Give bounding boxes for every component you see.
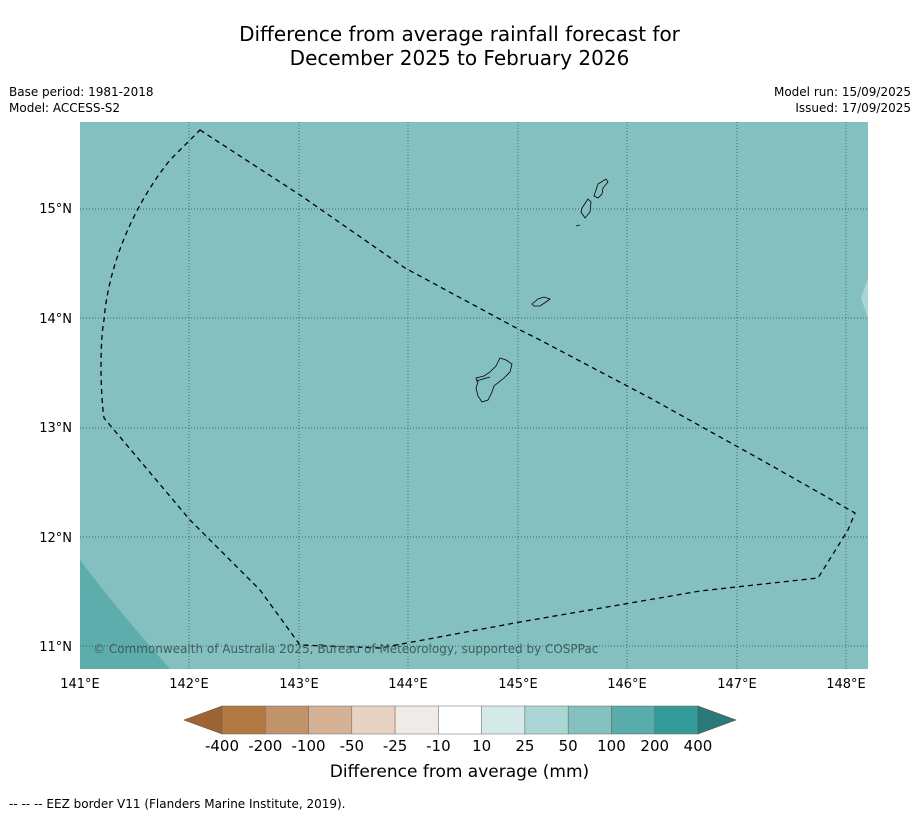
colorbar-tick-label: 50 [559, 737, 578, 755]
guam-island [475, 357, 513, 403]
lon-label-141: 141°E [60, 677, 100, 692]
longitude-labels: 141°E 142°E 143°E 144°E 145°E 146°E 147°… [60, 677, 866, 692]
issued-date: Issued: 17/09/2025 [795, 101, 911, 115]
guam-reef [475, 376, 491, 382]
rainfall-region-25-50 [861, 278, 868, 318]
meta-right: Model run: 15/09/2025 Issued: 17/09/2025 [774, 84, 911, 116]
colorbar-tick-label: 100 [597, 737, 626, 755]
islands [475, 178, 609, 403]
model-run: Model run: 15/09/2025 [773, 85, 911, 99]
copyright-notice: © Commonwealth of Australia 2025, Bureau… [93, 642, 598, 656]
colorbar-tick-label: -25 [383, 737, 408, 755]
rota-island [531, 296, 551, 307]
lat-label-15: 15°N [39, 202, 72, 217]
colorbar-tick-label: -10 [426, 737, 451, 755]
lat-label-13: 13°N [39, 421, 72, 436]
colorbar-segment [394, 705, 439, 735]
title-line-1: Difference from average rainfall forecas… [239, 22, 680, 46]
colorbar-tick-label: 200 [640, 737, 669, 755]
saipan-island [593, 178, 609, 199]
title-line-2: December 2025 to February 2026 [289, 46, 630, 70]
colorbar-tick-label: -50 [340, 737, 365, 755]
colorbar-segment [221, 705, 266, 735]
aguijan-island [575, 224, 581, 227]
colorbar-tick-label: 10 [472, 737, 491, 755]
colorbar-title: Difference from average (mm) [329, 762, 590, 782]
map-area: © Commonwealth of Australia 2025, Bureau… [80, 122, 868, 669]
colorbar-segment [308, 705, 353, 735]
lon-label-148: 148°E [826, 677, 866, 692]
colorbar-segment [611, 705, 655, 735]
eez-footnote: -- -- -- EEZ border V11 (Flanders Marine… [9, 797, 346, 811]
colorbar-segment [438, 705, 482, 735]
lat-label-11: 11°N [39, 640, 72, 655]
colorbar-extend-low [183, 705, 223, 735]
lat-label-14: 14°N [39, 312, 72, 327]
colorbar-tick-label: -100 [292, 737, 326, 755]
lon-label-144: 144°E [388, 677, 428, 692]
colorbar-tick-label: -400 [205, 737, 239, 755]
graticule [80, 122, 868, 669]
colorbar-segment [654, 705, 699, 735]
colorbar-tick-label: -200 [248, 737, 282, 755]
lon-label-147: 147°E [717, 677, 757, 692]
latitude-labels: 15°N 14°N 13°N 12°N 11°N [39, 202, 72, 655]
colorbar-tick-label: 400 [684, 737, 713, 755]
colorbar-segment [265, 705, 309, 735]
eez-border [100, 129, 856, 649]
map-background [80, 122, 868, 669]
base-period: Base period: 1981-2018 [9, 85, 154, 99]
lon-label-142: 142°E [169, 677, 209, 692]
colorbar: -400 -200 -100 -50 -25 -10 10 25 50 100 200 400 [183, 705, 737, 755]
colorbar-tick-label: 25 [515, 737, 534, 755]
model-name: Model: ACCESS-S2 [9, 101, 121, 115]
rainfall-region-100-200 [80, 560, 170, 669]
map-title: Difference from average rainfall forecas… [0, 22, 919, 70]
colorbar-segments [221, 705, 699, 735]
lon-label-145: 145°E [498, 677, 538, 692]
colorbar-segment [481, 705, 526, 735]
meta-left: Base period: 1981-2018 Model: ACCESS-S2 [9, 84, 154, 116]
lon-label-143: 143°E [279, 677, 319, 692]
colorbar-segment [351, 705, 396, 735]
colorbar-extend-high [697, 705, 737, 735]
colorbar-tick-labels: -400 -200 -100 -50 -25 -10 10 25 50 100 200 400 [205, 737, 712, 755]
colorbar-segment [524, 705, 569, 735]
colorbar-segment [567, 705, 612, 735]
lon-label-146: 146°E [607, 677, 647, 692]
lat-label-12: 12°N [39, 531, 72, 546]
tinian-island [580, 198, 592, 219]
